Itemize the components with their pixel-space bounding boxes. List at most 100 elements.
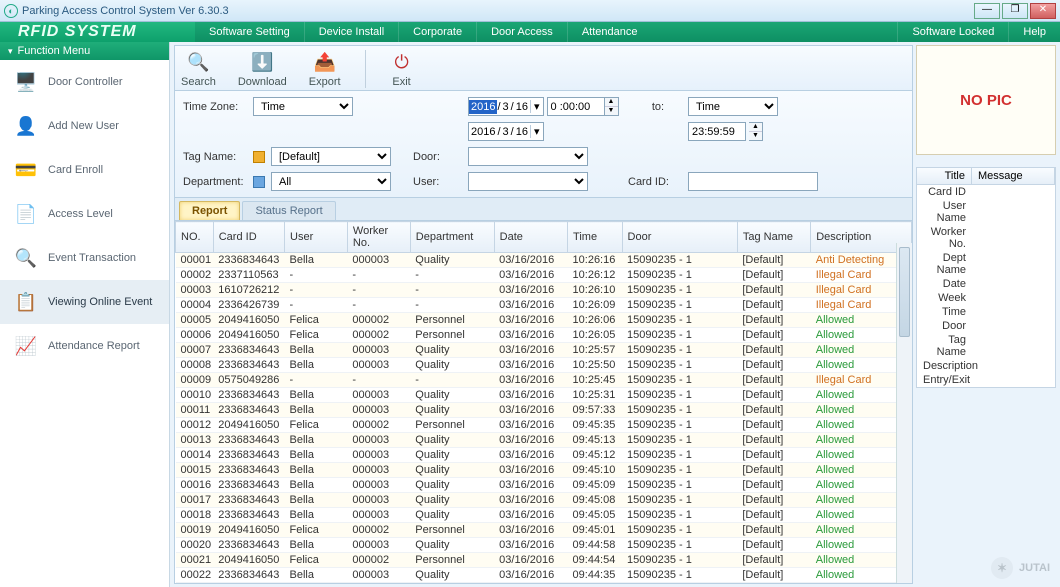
- table-row[interactable]: 000122049416050Felica000002Personnel03/1…: [176, 418, 912, 433]
- scroll-thumb[interactable]: [899, 247, 910, 337]
- nav-viewing-online-event[interactable]: 📋Viewing Online Event: [0, 280, 169, 324]
- col-door[interactable]: Door: [622, 222, 737, 253]
- folder-icon: [253, 151, 265, 163]
- nav-door-controller[interactable]: 🖥️Door Controller: [0, 60, 169, 104]
- close-button[interactable]: ✕: [1030, 3, 1056, 19]
- table-row[interactable]: 000082336834643Bella000003Quality03/16/2…: [176, 358, 912, 373]
- sidebar-header[interactable]: ▾ Function Menu: [0, 42, 169, 60]
- detail-col-message: Message: [972, 168, 1055, 184]
- cardid-input[interactable]: [688, 172, 818, 191]
- detail-table: Title Message Card IDUser NameWorker No.…: [916, 167, 1056, 388]
- nav-access-level[interactable]: 📄Access Level: [0, 192, 169, 236]
- vertical-scrollbar[interactable]: [896, 243, 912, 583]
- to-label: to:: [628, 101, 688, 113]
- brand-logo: RFID SYSTEM: [0, 22, 195, 42]
- table-row[interactable]: 000172336834643Bella000003Quality03/16/2…: [176, 493, 912, 508]
- detail-row: User Name: [917, 199, 1055, 225]
- detail-col-title: Title: [917, 168, 972, 184]
- export-icon: 📤: [313, 50, 337, 74]
- tagname-select[interactable]: [Default]: [271, 147, 391, 166]
- door-select[interactable]: [468, 147, 588, 166]
- detail-row: Week: [917, 291, 1055, 305]
- search-button[interactable]: 🔍Search: [181, 50, 216, 88]
- detail-row: Door: [917, 319, 1055, 333]
- menu-software-setting[interactable]: Software Setting: [195, 22, 304, 42]
- timezone-select[interactable]: Time: [253, 97, 353, 116]
- col-card-id[interactable]: Card ID: [213, 222, 284, 253]
- col-tag-name[interactable]: Tag Name: [737, 222, 810, 253]
- nav-icon: 💳: [14, 158, 38, 182]
- col-worker-no-[interactable]: Worker No.: [347, 222, 410, 253]
- nav-card-enroll[interactable]: 💳Card Enroll: [0, 148, 169, 192]
- detail-row: Time: [917, 305, 1055, 319]
- nav-icon: 👤: [14, 114, 38, 138]
- cardid-label: Card ID:: [628, 176, 688, 188]
- menu-device-install[interactable]: Device Install: [304, 22, 398, 42]
- dept-select[interactable]: All: [271, 172, 391, 191]
- nav-add-new-user[interactable]: 👤Add New User: [0, 104, 169, 148]
- detail-row: Description: [917, 359, 1055, 373]
- nav-icon: 🖥️: [14, 70, 38, 94]
- table-row[interactable]: 000031610726212---03/16/201610:26:101509…: [176, 283, 912, 298]
- table-row[interactable]: 000182336834643Bella000003Quality03/16/2…: [176, 508, 912, 523]
- wechat-icon: ✶: [991, 557, 1013, 579]
- menu-software-locked[interactable]: Software Locked: [897, 22, 1008, 42]
- table-row[interactable]: 000202336834643Bella000003Quality03/16/2…: [176, 538, 912, 553]
- table-row[interactable]: 000072336834643Bella000003Quality03/16/2…: [176, 343, 912, 358]
- table-row[interactable]: 000152336834643Bella000003Quality03/16/2…: [176, 463, 912, 478]
- col-department[interactable]: Department: [410, 222, 494, 253]
- table-row[interactable]: 000112336834643Bella000003Quality03/16/2…: [176, 403, 912, 418]
- table-row[interactable]: 000132336834643Bella000003Quality03/16/2…: [176, 433, 912, 448]
- tab-report[interactable]: Report: [179, 201, 240, 220]
- col-time[interactable]: Time: [568, 222, 623, 253]
- export-button[interactable]: 📤Export: [309, 50, 341, 88]
- table-row[interactable]: 000042336426739---03/16/201610:26:091509…: [176, 298, 912, 313]
- col-user[interactable]: User: [285, 222, 348, 253]
- table-row[interactable]: 000232049416050Felica000002Personnel03/1…: [176, 583, 912, 585]
- date-from-input[interactable]: 2016/ 3/ 16 ▾: [468, 97, 544, 116]
- timezone-label: Time Zone:: [183, 101, 253, 113]
- table-row[interactable]: 000052049416050Felica000002Personnel03/1…: [176, 313, 912, 328]
- time-to-input[interactable]: [688, 122, 746, 141]
- nav-event-transaction[interactable]: 🔍Event Transaction: [0, 236, 169, 280]
- tagname-label: Tag Name:: [183, 151, 253, 163]
- table-row[interactable]: 000102336834643Bella000003Quality03/16/2…: [176, 388, 912, 403]
- table-row[interactable]: 000212049416050Felica000002Personnel03/1…: [176, 553, 912, 568]
- power-icon: ⏻: [390, 50, 414, 74]
- table-row[interactable]: 000162336834643Bella000003Quality03/16/2…: [176, 478, 912, 493]
- grid-wrap: NO.Card IDUserWorker No.DepartmentDateTi…: [174, 221, 913, 584]
- tab-status-report[interactable]: Status Report: [242, 201, 335, 220]
- to-type-select[interactable]: Time: [688, 97, 778, 116]
- window-title: Parking Access Control System Ver 6.30.3: [22, 5, 229, 17]
- detail-row: Worker No.: [917, 225, 1055, 251]
- window-titlebar: ◐ Parking Access Control System Ver 6.30…: [0, 0, 1060, 22]
- maximize-button[interactable]: ❐: [1002, 3, 1028, 19]
- menu-corporate[interactable]: Corporate: [398, 22, 476, 42]
- table-row[interactable]: 000012336834643Bella000003Quality03/16/2…: [176, 253, 912, 268]
- table-row[interactable]: 000222336834643Bella000003Quality03/16/2…: [176, 568, 912, 583]
- menu-door-access[interactable]: Door Access: [476, 22, 567, 42]
- detail-row: Tag Name: [917, 333, 1055, 359]
- exit-button[interactable]: ⏻Exit: [390, 50, 414, 88]
- table-row[interactable]: 000142336834643Bella000003Quality03/16/2…: [176, 448, 912, 463]
- table-row[interactable]: 000022337110563---03/16/201610:26:121509…: [176, 268, 912, 283]
- col-no-[interactable]: NO.: [176, 222, 214, 253]
- download-button[interactable]: ⬇️Download: [238, 50, 287, 88]
- user-select[interactable]: [468, 172, 588, 191]
- minimize-button[interactable]: —: [974, 3, 1000, 19]
- menu-attendance[interactable]: Attendance: [567, 22, 652, 42]
- table-row[interactable]: 000192049416050Felica000002Personnel03/1…: [176, 523, 912, 538]
- time-to-spinner[interactable]: ▲▼: [749, 122, 763, 141]
- time-from-spinner[interactable]: ▲▼: [605, 97, 619, 116]
- nav-attendance-report[interactable]: 📈Attendance Report: [0, 324, 169, 368]
- table-row[interactable]: 000062049416050Felica000002Personnel03/1…: [176, 328, 912, 343]
- door-label: Door:: [413, 151, 468, 163]
- menu-help[interactable]: Help: [1008, 22, 1060, 42]
- col-date[interactable]: Date: [494, 222, 567, 253]
- user-label: User:: [413, 176, 468, 188]
- detail-row: Date: [917, 277, 1055, 291]
- table-row[interactable]: 000090575049286---03/16/201610:25:451509…: [176, 373, 912, 388]
- date-to-input[interactable]: 2016/ 3/ 16 ▾: [468, 122, 544, 141]
- toolbar: 🔍Search ⬇️Download 📤Export ⏻Exit: [174, 45, 913, 91]
- time-from-input[interactable]: [547, 97, 605, 116]
